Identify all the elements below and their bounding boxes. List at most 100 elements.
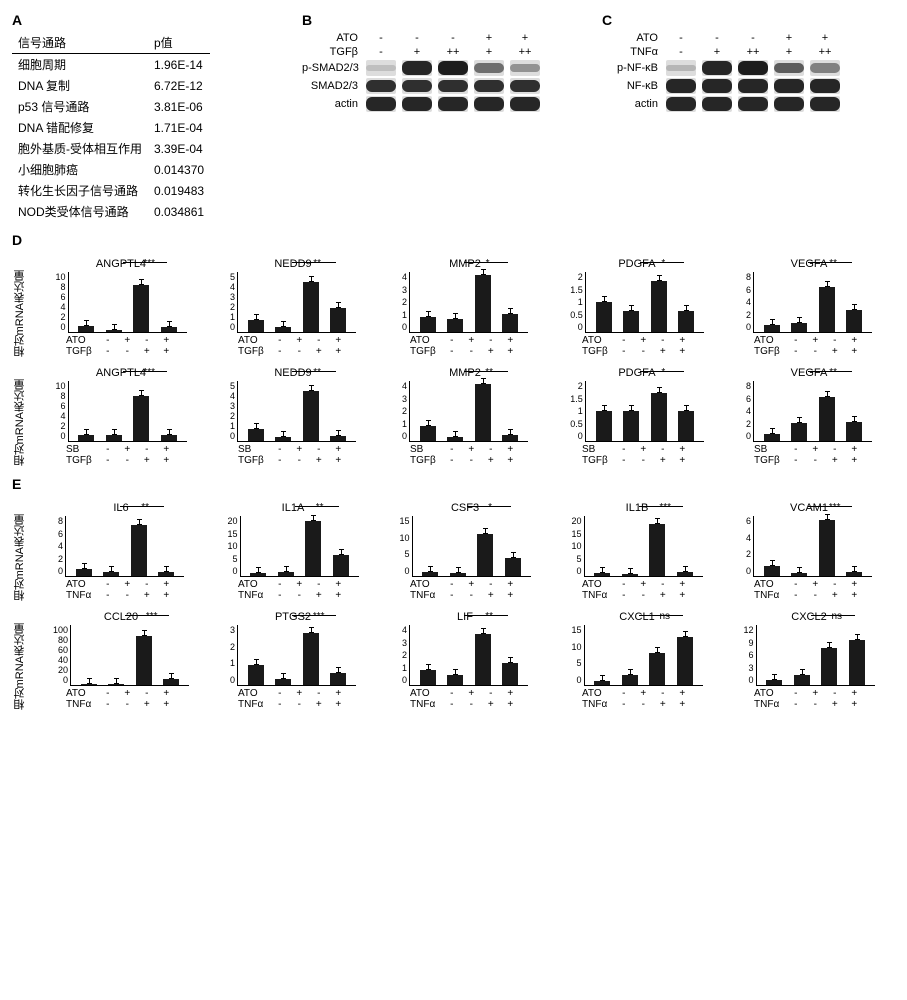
- blot-band: [738, 61, 768, 75]
- bar: [649, 524, 665, 577]
- treatment-value: -: [664, 32, 698, 44]
- significance-label: **: [141, 502, 149, 513]
- bar: [136, 636, 152, 685]
- y-axis: 43210: [402, 272, 409, 332]
- blot-band: [666, 79, 696, 92]
- significance-label: ***: [143, 258, 155, 269]
- x-axis-conditions: ATO-+-+TGFβ--++: [66, 335, 176, 357]
- plot-area: **: [237, 381, 356, 442]
- bar: [305, 521, 321, 577]
- y-axis-label: 相对mRNA表达量: [12, 379, 28, 466]
- blot-lane: [774, 78, 804, 94]
- plot-area: ***: [753, 516, 872, 577]
- y-axis: 129630: [743, 625, 755, 685]
- y-axis: 1086420: [55, 272, 67, 332]
- y-axis: 86420: [746, 272, 753, 332]
- bar: [649, 653, 665, 685]
- table-row: 转化生长因子信号通路0.019483: [12, 180, 210, 201]
- pvalue-cell: 0.034861: [148, 201, 210, 222]
- y-axis: 543210: [230, 381, 237, 441]
- bar: [161, 435, 177, 441]
- plot-area: **: [753, 272, 872, 333]
- bar: [791, 423, 807, 441]
- blot-lane: [402, 60, 432, 76]
- y-axis: 1086420: [55, 381, 67, 441]
- x-axis-conditions: SB-+-+TGFβ--++: [66, 444, 176, 466]
- blot-band: [510, 64, 540, 72]
- bar: [791, 573, 807, 576]
- significance-label: *: [661, 367, 665, 378]
- blot-lane: [510, 78, 540, 94]
- bar: [678, 411, 694, 441]
- blot-lane: [738, 78, 768, 94]
- treatment-value: ++: [436, 46, 470, 58]
- pvalue-cell: 1.96E-14: [148, 54, 210, 76]
- significance-label: ***: [313, 611, 325, 622]
- significance-label: ***: [143, 367, 155, 378]
- bar: [303, 282, 319, 332]
- bar: [475, 275, 491, 332]
- treatment-value: ++: [508, 46, 542, 58]
- bar: [505, 558, 521, 576]
- blot-band: [402, 97, 432, 110]
- bar: [76, 569, 92, 577]
- blot-band: [666, 97, 696, 110]
- plot-area: *: [412, 516, 531, 577]
- bar: [846, 310, 862, 332]
- y-axis: 86420: [746, 381, 753, 441]
- y-axis: 6420: [746, 516, 753, 576]
- blot-band: [510, 97, 540, 110]
- blot-band: [366, 65, 396, 71]
- treatment-value: +: [772, 46, 806, 58]
- treatment-label: TGFβ: [302, 46, 362, 58]
- significance-label: ns: [831, 611, 842, 622]
- bar: [278, 572, 294, 576]
- bar: [248, 320, 264, 332]
- pvalue-cell: 6.72E-12: [148, 75, 210, 96]
- treatment-value: +: [508, 32, 542, 44]
- x-axis-conditions: ATO-+-+TNFα--++: [238, 688, 348, 710]
- pathway-cell: 细胞周期: [12, 54, 148, 76]
- bar: [764, 434, 780, 442]
- y-axis: 21.510.50: [570, 272, 585, 332]
- chart-row: 相对mRNA表达量ANGPTL41086420***ATO-+-+TGFβ--+…: [12, 258, 895, 357]
- chart-row: 相对mRNA表达量ANGPTL41086420***SB-+-+TGFβ--++…: [12, 367, 895, 466]
- bar: [596, 302, 612, 332]
- treatment-value: +: [808, 32, 842, 44]
- x-axis-conditions: ATO-+-+TNFα--++: [238, 579, 348, 601]
- blot-band: [366, 80, 396, 93]
- bar: [849, 640, 865, 685]
- bar: [81, 684, 97, 685]
- blot-lane: [366, 78, 396, 94]
- panel-label-d: D: [12, 232, 895, 248]
- bar-chart: CXCL1151050nsATO-+-+TNFα--++: [558, 611, 716, 710]
- blot-band: [438, 80, 468, 93]
- blot-lane: [438, 60, 468, 76]
- table-row: NOD类受体信号通路0.034861: [12, 201, 210, 222]
- bar: [677, 637, 693, 685]
- table-row: DNA 复制6.72E-12: [12, 75, 210, 96]
- bar: [420, 670, 436, 685]
- panel-label-e: E: [12, 476, 895, 492]
- bar-chart: PDGFA21.510.50*ATO-+-+TGFβ--++: [558, 258, 716, 357]
- panel-label-a: A: [12, 12, 292, 28]
- significance-label: **: [313, 367, 321, 378]
- x-axis-conditions: ATO-+-+TGFβ--++: [582, 335, 692, 357]
- treatment-value: -: [364, 32, 398, 44]
- bar: [764, 325, 780, 333]
- y-axis-label: 相对mRNA表达量: [12, 623, 28, 710]
- blot-band: [702, 61, 732, 74]
- significance-label: *: [661, 258, 665, 269]
- significance-label: **: [313, 258, 321, 269]
- bar-chart: ANGPTL41086420***SB-+-+TGFβ--++: [42, 367, 200, 466]
- y-axis: 43210: [402, 625, 409, 685]
- bar: [250, 573, 266, 576]
- blot-lane: [702, 60, 732, 76]
- blot-band: [738, 97, 768, 110]
- pvalue-cell: 3.39E-04: [148, 138, 210, 159]
- treatment-value: +: [472, 32, 506, 44]
- bar-chart: CCL20100806040200***ATO-+-+TNFα--++: [42, 611, 200, 710]
- treatment-value: ++: [808, 46, 842, 58]
- bar: [275, 679, 291, 685]
- table-header-pvalue: p值: [148, 32, 210, 54]
